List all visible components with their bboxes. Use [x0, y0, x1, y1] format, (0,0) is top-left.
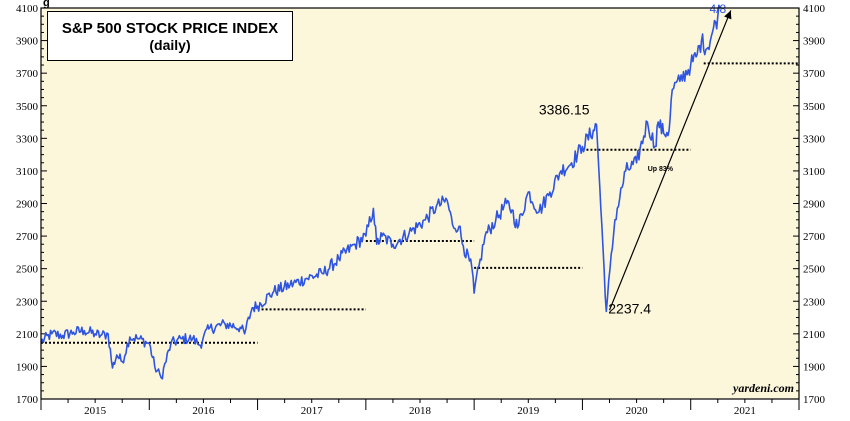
y-tick-label-left: 3100 [16, 166, 39, 178]
y-tick-label-left: 1900 [16, 361, 39, 373]
y-tick-label-left: 3500 [16, 101, 39, 113]
annotation-date: 4/8 [709, 2, 726, 16]
annotation-trough: 2237.4 [608, 300, 651, 316]
y-tick-label-right: 2700 [803, 231, 826, 243]
y-tick-label-left: 2900 [16, 199, 39, 211]
y-tick-label-left: 2700 [16, 231, 39, 243]
x-tick-label: 2017 [301, 405, 324, 417]
y-tick-label-right: 3900 [803, 36, 826, 48]
arrow-line [608, 10, 732, 311]
y-tick-label-right: 2500 [803, 264, 826, 276]
y-tick-label-left: 2300 [16, 296, 39, 308]
chart-title: S&P 500 STOCK PRICE INDEX [61, 20, 279, 37]
y-tick-label-left: 3700 [16, 68, 39, 80]
top-left-fragment: g [43, 0, 50, 9]
y-tick-label-right: 1900 [803, 361, 826, 373]
x-tick-label: 2020 [626, 405, 649, 417]
y-tick-label-left: 2100 [16, 329, 39, 341]
y-tick-label-left: 2500 [16, 264, 39, 276]
source-label: yardeni.com [731, 381, 794, 395]
plot-area [41, 8, 799, 399]
series-line [40, 4, 721, 380]
x-tick-label: 2019 [517, 405, 540, 417]
y-tick-label-right: 3700 [803, 68, 826, 80]
y-tick-label-left: 3900 [16, 36, 39, 48]
x-tick-label: 2021 [734, 405, 756, 417]
y-tick-label-right: 3100 [803, 166, 826, 178]
y-tick-label-right: 3500 [803, 101, 826, 113]
arrow-head [724, 10, 732, 20]
y-tick-label-left: 4100 [16, 3, 39, 15]
y-tick-label-right: 1700 [803, 394, 826, 406]
y-tick-label-left: 3300 [16, 133, 39, 145]
y-tick-label-left: 1700 [16, 394, 39, 406]
y-tick-label-right: 4100 [803, 3, 826, 15]
x-tick-label: 2018 [409, 405, 432, 417]
y-tick-label-right: 2100 [803, 329, 826, 341]
y-tick-label-right: 2300 [803, 296, 826, 308]
annotation-peak: 3386.15 [539, 101, 590, 117]
y-tick-label-right: 3300 [803, 133, 826, 145]
plot-frame [40, 7, 800, 400]
x-tick-label: 2016 [192, 405, 215, 417]
y-tick-label-right: 2900 [803, 199, 826, 211]
annotation-gain: Up 83% [648, 166, 674, 173]
x-tick-label: 2015 [84, 405, 107, 417]
chart-subtitle: (daily) [149, 37, 191, 53]
chart-title-box: S&P 500 STOCK PRICE INDEX (daily) [47, 11, 293, 61]
